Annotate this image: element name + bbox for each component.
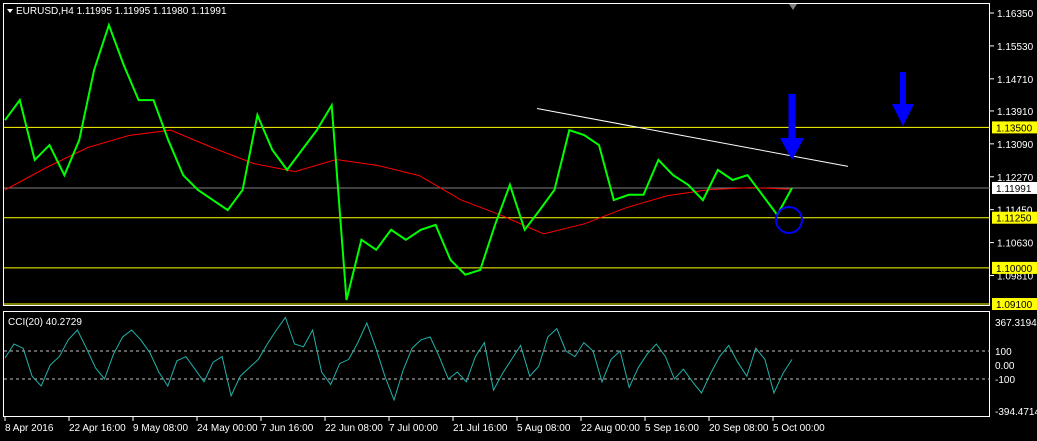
level-price-tag	[992, 261, 1037, 274]
price-axis: 1.16350 1.15530 1.14710 1.13910 1.13090 1.122…	[990, 9, 1037, 311]
price-tick-label: 1.16350	[997, 9, 1034, 20]
horizontal-levels	[4, 126, 990, 305]
price-line	[4, 21, 793, 301]
time-tick-label: 5 Oct 00:00	[773, 423, 825, 434]
cci-tick-label: 100	[995, 347, 1012, 358]
price-tick-label: 1.12270	[997, 173, 1034, 184]
price-tick-label: 1.13090	[997, 140, 1034, 151]
price-tick-label: 1.13910	[997, 107, 1034, 118]
current-price-tag	[992, 181, 1037, 194]
time-tick-label: 8 Apr 2016	[5, 423, 54, 434]
cci-tick-label: -100	[995, 375, 1015, 386]
cci-levels	[4, 350, 990, 380]
time-tick-label: 22 Jun 08:00	[325, 423, 383, 434]
time-tick-label: 7 Jul 00:00	[389, 423, 438, 434]
price-tick-label: 1.10630	[997, 239, 1034, 250]
cci-tick-label: 367.3194	[995, 318, 1037, 329]
time-tick-label: 5 Aug 08:00	[517, 423, 571, 434]
time-tick-label: 7 Jun 16:00	[261, 423, 314, 434]
time-tick-label: 9 May 08:00	[133, 423, 188, 434]
time-tick-label: 5 Sep 16:00	[645, 423, 699, 434]
moving-average-line	[4, 129, 793, 235]
level-price-label: 1.10000	[996, 264, 1033, 275]
cci-tick-label: 0.00	[995, 361, 1015, 372]
price-tick-label: 1.11450	[997, 206, 1033, 217]
time-axis: 8 Apr 2016 22 Apr 16:00 9 May 08:00 24 May …	[4, 417, 825, 434]
down-arrow-icon[interactable]	[892, 72, 914, 126]
price-tick-label: 1.14710	[997, 75, 1034, 86]
time-tick-label: 21 Jul 16:00	[453, 423, 508, 434]
time-tick-label: 24 May 00:00	[197, 423, 258, 434]
level-price-tag	[992, 298, 1037, 311]
level-price-label: 1.11250	[996, 214, 1032, 225]
current-price-label: 1.11991	[996, 184, 1032, 195]
main-chart-frame	[3, 3, 990, 306]
price-tick-label: 1.15530	[997, 42, 1034, 53]
cci-line	[4, 316, 793, 402]
trendline[interactable]	[536, 108, 849, 167]
level-price-tag	[992, 121, 1037, 134]
price-tick-label: 1.09810	[997, 272, 1034, 283]
down-arrow-icon[interactable]	[780, 94, 804, 160]
time-tick-label: 20 Sep 08:00	[709, 423, 769, 434]
cci-label: CCI(20) 40.2729	[8, 317, 82, 328]
collapse-triangle-icon[interactable]	[7, 9, 13, 13]
level-price-label: 1.13500	[996, 123, 1033, 134]
level-price-label: 1.09100	[996, 300, 1033, 311]
symbol-info: EURUSD,H4 1.11995 1.11995 1.11980 1.1199…	[16, 6, 227, 17]
indicator-frame	[3, 311, 990, 417]
time-tick-label: 22 Apr 16:00	[69, 423, 126, 434]
cci-tick-label: -394.4714	[995, 407, 1037, 418]
time-tick-label: 22 Aug 00:00	[581, 423, 640, 434]
chart-shift-marker-icon[interactable]	[789, 4, 797, 10]
level-price-tag	[992, 211, 1037, 224]
circle-annotation[interactable]	[775, 206, 803, 234]
cci-axis: 367.3194 100 0.00 -100 -394.4714	[995, 318, 1037, 418]
